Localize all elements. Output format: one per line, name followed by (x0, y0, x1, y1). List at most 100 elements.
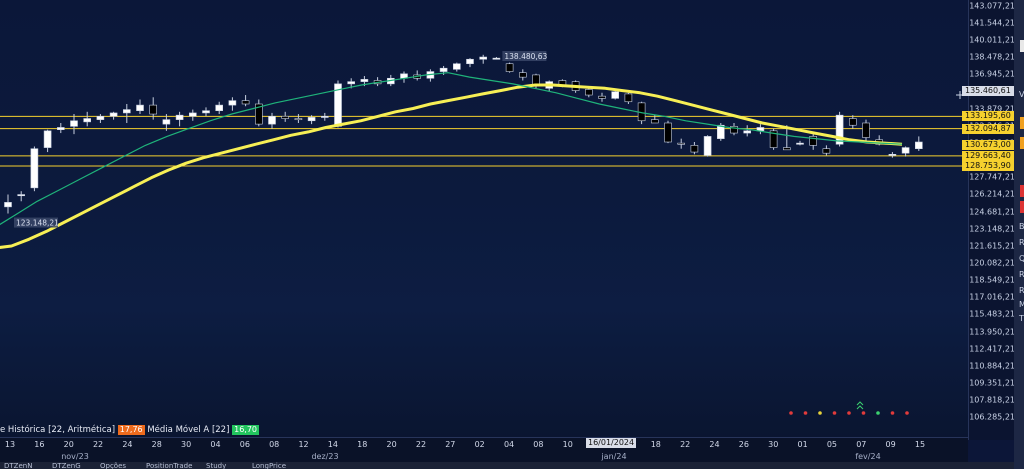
side-panel-button[interactable] (1020, 40, 1024, 52)
time-tick: 22 (680, 440, 691, 449)
signal-dot (905, 411, 909, 415)
candle-body (320, 115, 329, 118)
candle-body (360, 79, 369, 82)
signal-dot (832, 411, 837, 415)
workspace-tab[interactable]: PositionTrade (146, 462, 193, 469)
time-axis[interactable]: 13 16 20 22 24 28 30 04 06 08 12 14 18 20 22 27 02 04 08 10… (0, 437, 968, 464)
side-letter: M (1019, 300, 1024, 309)
workspace-tab[interactable]: DTZenG (52, 462, 81, 469)
candle-body (796, 142, 804, 145)
time-tick: 04 (210, 440, 221, 449)
candle-body (4, 202, 12, 208)
time-tick: 20 (386, 440, 397, 449)
price-tick: 120.082,21 (969, 258, 1015, 268)
time-tick: 07 (856, 440, 867, 449)
candle-body (136, 104, 144, 111)
price-tick: 109.351,21 (969, 378, 1015, 388)
workspace-tab[interactable]: DTZenN (4, 462, 33, 469)
side-letter: Q (1019, 254, 1024, 263)
price-chart[interactable]: 138.480,63 123.148,21 (0, 0, 968, 440)
time-tick: 06 (239, 440, 250, 449)
candle-body (650, 119, 659, 124)
month-label: fev/24 (855, 452, 881, 461)
annotation-label-0: 138.480,63 (504, 52, 547, 61)
side-letter: T (1019, 314, 1024, 323)
candle-body (914, 141, 923, 150)
time-tick: 02 (474, 440, 485, 449)
month-label: dez/23 (311, 452, 339, 461)
side-panel-button[interactable] (1020, 137, 1024, 149)
annotation-label-1: 123.148,21 (16, 219, 59, 228)
side-panel-button[interactable] (1020, 117, 1024, 129)
workspace-tab[interactable]: Opções (100, 462, 127, 469)
price-tick: 141.544,21 (969, 18, 1015, 28)
workspace-tab[interactable]: Study (206, 462, 227, 469)
price-tick: 143.077,21 (969, 1, 1015, 11)
time-tick: 20 (63, 440, 74, 449)
candle-body (294, 118, 303, 121)
time-tick: 24 (122, 440, 133, 449)
candle-body (268, 115, 276, 125)
candle-body (109, 112, 118, 117)
signal-dot (890, 411, 895, 415)
crosshair-date-tag: 16/01/2024 (586, 438, 637, 448)
price-axis[interactable]: 143.077,21 141.544,21 140.011,21 138.478,21… (968, 0, 1015, 440)
candle-body (782, 147, 791, 151)
candle-body (202, 110, 210, 114)
chart-canvas[interactable]: 138.480,63 123.148,21 (0, 0, 968, 440)
time-tick: 08 (533, 440, 544, 449)
candle-body (598, 95, 606, 99)
candle-body (479, 56, 488, 60)
candle-body (730, 126, 738, 134)
time-tick: 14 (327, 440, 338, 449)
time-tick: 27 (445, 440, 456, 449)
time-tick: 10 (562, 440, 573, 449)
candle-body (30, 148, 39, 189)
workspace-tab[interactable]: LongPrice (252, 462, 287, 469)
candle-body (241, 100, 250, 105)
side-letter: R (1019, 270, 1024, 279)
price-tick: 106.285,21 (969, 412, 1015, 422)
candle-body (835, 114, 844, 145)
legend-hist-value: 17,76 (117, 425, 145, 435)
candle-body (888, 153, 897, 156)
price-tick: 133.879,21 (969, 104, 1015, 114)
time-tick: 05 (826, 440, 838, 449)
price-tag-4: 129.663,40 (962, 150, 1014, 161)
price-tag-1: 133.195,60 (962, 111, 1014, 122)
candle-body (228, 100, 237, 106)
indicator-legend: e Histórica [22, Aritmética] 17,76 Média… (0, 425, 260, 435)
price-tick: 115.483,21 (969, 309, 1015, 319)
signal-dot (861, 411, 866, 415)
candle-body (255, 103, 263, 125)
candle-body (611, 91, 620, 99)
side-letter: R (1019, 286, 1024, 295)
signal-dot (876, 411, 880, 415)
candle-body (769, 130, 778, 148)
workspace-tabs: DTZenN DTZenG Opções PositionTrade Study Long… (0, 462, 1014, 469)
time-tick: 01 (797, 440, 808, 449)
time-tick: 12 (298, 440, 309, 449)
legend-hist-label: e Histórica [22, Aritmética] (0, 425, 116, 435)
candle-body (822, 148, 831, 154)
month-label: jan/24 (601, 452, 627, 461)
candle-body (43, 130, 52, 148)
time-tick: 30 (768, 440, 779, 449)
candle-body (584, 89, 593, 96)
time-tick: 09 (885, 440, 896, 449)
candle-body (703, 136, 712, 156)
candle-body (624, 93, 633, 103)
candle-body (70, 120, 78, 127)
side-panel-button[interactable] (1020, 185, 1024, 197)
candle-body (439, 67, 448, 72)
candle-body (162, 119, 171, 125)
side-letter: V (1019, 90, 1024, 99)
candle-body (175, 114, 184, 120)
candle-body (56, 127, 65, 131)
price-tag-5: 128.753,90 (962, 160, 1014, 171)
time-tick: 16 (34, 440, 45, 449)
legend-ma-label: Média Móvel A [22] (147, 425, 230, 435)
time-tick: 13 (4, 440, 16, 449)
side-panel-button[interactable] (1020, 201, 1024, 213)
